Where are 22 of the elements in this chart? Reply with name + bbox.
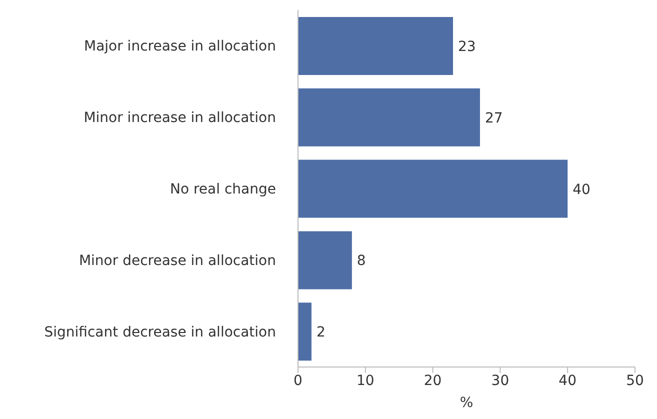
x-tick-label: 0 (294, 372, 302, 389)
data-label: 8 (356, 253, 366, 270)
bar (298, 160, 568, 218)
bar (298, 302, 312, 361)
x-tick-label: 20 (424, 372, 442, 389)
data-label: 2 (316, 324, 326, 341)
data-label: 23 (458, 38, 476, 55)
y-tick-label: Major increase in allocation (84, 38, 276, 55)
x-tick-label: 10 (356, 372, 374, 389)
x-axis-title: % (460, 395, 474, 411)
bar (298, 231, 352, 290)
data-label: 40 (572, 182, 590, 198)
y-tick-label: Significant decrease in allocation (44, 324, 276, 340)
y-tick-label: Minor decrease in allocation (78, 252, 276, 269)
bar (298, 17, 454, 75)
y-tick-label: Minor increase in allocation (84, 110, 276, 126)
bar (298, 88, 480, 146)
x-tick-label: 30 (491, 372, 510, 389)
x-tick-label: 40 (558, 372, 577, 389)
data-label: 27 (484, 110, 503, 126)
x-tick-label: 50 (626, 372, 644, 389)
y-tick-label: No real change (170, 181, 276, 198)
